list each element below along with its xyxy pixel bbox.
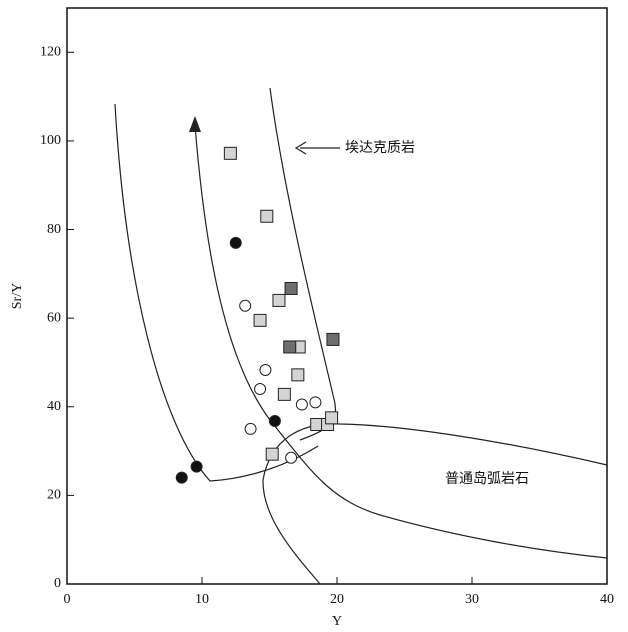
x-tick-label: 10 [195,592,209,607]
annotation: 埃达克质岩 [345,140,415,156]
square-marker [265,447,279,461]
circle-marker [229,236,242,249]
circle-marker [239,299,252,312]
field-boundaries [114,87,608,585]
square-marker [223,146,237,160]
square-marker [326,332,340,346]
y-tick-label: 80 [47,222,61,237]
y-tick-label: 60 [47,310,61,325]
y-tick-label: 100 [40,133,61,148]
circle-marker [254,383,267,396]
circle-marker [309,396,322,409]
x-axis-title: Y [332,614,342,629]
square-marker [325,411,339,425]
square-marker [253,313,267,327]
y-axis-title: Sr/Y [10,283,25,309]
y-tick-label: 20 [47,488,61,503]
square-marker [277,387,291,401]
circle-marker [190,460,203,473]
square-marker [291,368,305,382]
square-marker [272,293,286,307]
plot-frame [66,7,608,585]
square-marker [310,417,324,431]
square-marker [283,340,297,354]
circle-marker [285,451,298,464]
circle-marker [244,422,257,435]
y-tick-label: 120 [40,45,61,60]
annotation: 普通岛弧岩石 [445,471,529,487]
circle-marker [295,398,308,411]
circle-marker [259,363,272,376]
circle-marker [268,414,281,427]
y-tick-label: 0 [54,576,61,591]
square-marker [260,209,274,223]
x-tick-label: 20 [330,592,344,607]
x-tick-label: 0 [64,592,71,607]
circle-marker [175,471,188,484]
y-tick-label: 40 [47,399,61,414]
x-tick-label: 40 [600,592,614,607]
square-marker [284,281,298,295]
x-tick-label: 30 [465,592,479,607]
